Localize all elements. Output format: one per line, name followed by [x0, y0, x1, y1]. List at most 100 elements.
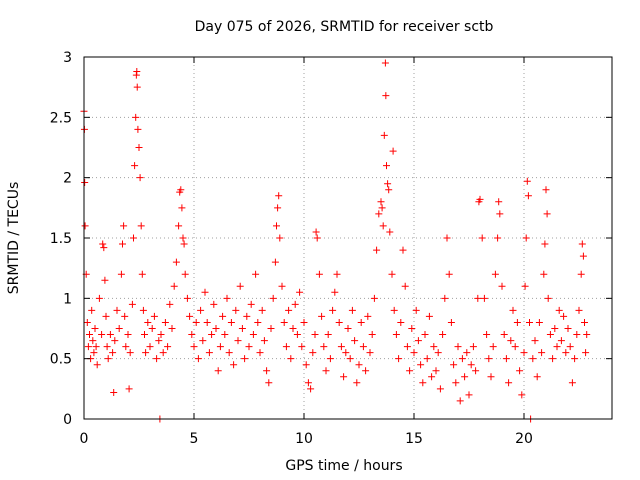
data-point: [267, 325, 275, 332]
data-point: [392, 331, 400, 339]
data-point: [121, 312, 129, 320]
data-point: [348, 306, 356, 314]
data-point: [84, 343, 92, 351]
data-point: [98, 331, 106, 339]
data-point: [81, 178, 89, 186]
data-point: [161, 318, 169, 326]
data-point: [298, 343, 306, 351]
data-point: [180, 240, 188, 248]
data-point: [403, 343, 411, 351]
data-point: [236, 282, 244, 290]
data-point: [138, 270, 146, 278]
data-point: [133, 83, 141, 91]
data-point: [463, 349, 471, 357]
data-point: [148, 325, 156, 332]
data-point: [100, 244, 108, 252]
data-point: [333, 270, 341, 278]
data-point: [164, 343, 172, 351]
data-point: [344, 325, 352, 332]
data-point: [575, 306, 583, 314]
data-point: [421, 331, 429, 339]
data-point: [549, 355, 557, 363]
data-point: [469, 343, 477, 351]
data-point: [263, 367, 271, 375]
data-point: [95, 294, 103, 302]
data-point: [313, 234, 321, 242]
chart-title: Day 075 of 2026, SRMTID for receiver sct…: [195, 19, 494, 35]
data-point: [568, 379, 576, 387]
x-tick-label: 0: [80, 431, 89, 447]
data-point: [183, 294, 191, 302]
data-point: [282, 343, 290, 351]
y-tick-label: 0.5: [50, 352, 72, 368]
data-point: [531, 337, 539, 345]
data-point: [555, 306, 563, 314]
data-point: [500, 331, 508, 339]
data-point: [577, 270, 585, 278]
data-point: [300, 318, 308, 326]
data-point: [560, 312, 568, 320]
data-point: [115, 325, 123, 332]
data-point: [476, 195, 484, 203]
data-point: [178, 204, 186, 212]
data-point: [583, 331, 591, 339]
data-point: [126, 349, 134, 357]
data-point: [293, 331, 301, 339]
data-point: [491, 270, 499, 278]
data-point: [120, 222, 128, 230]
data-point: [478, 234, 486, 242]
data-point: [518, 391, 526, 399]
data-point: [232, 306, 240, 314]
data-point: [142, 349, 150, 357]
data-point: [331, 288, 339, 296]
data-point: [192, 318, 200, 326]
data-point: [132, 113, 140, 121]
x-tick-labels: 0 5 10 15 20: [80, 431, 533, 447]
data-point: [342, 349, 350, 357]
data-point: [382, 92, 390, 100]
data-point: [203, 318, 211, 326]
data-point: [364, 312, 372, 320]
data-point: [386, 228, 394, 236]
y-tick-label: 0: [63, 412, 72, 428]
data-point: [135, 144, 143, 151]
data-point: [485, 355, 493, 363]
data-point: [434, 349, 442, 357]
data-point: [406, 367, 414, 375]
data-point: [461, 373, 469, 381]
x-tick-label: 10: [295, 431, 313, 447]
y-tick-label: 1.5: [50, 231, 72, 247]
data-point: [155, 337, 163, 345]
data-point: [425, 312, 433, 320]
data-point: [181, 270, 189, 278]
data-point: [414, 337, 422, 345]
data-point: [92, 343, 100, 351]
data-point: [505, 379, 513, 387]
data-point: [134, 125, 142, 133]
data-point: [579, 252, 587, 260]
data-point: [522, 234, 530, 242]
data-point: [302, 361, 310, 369]
data-point: [395, 355, 403, 363]
y-tick-label: 2.5: [50, 110, 72, 126]
data-point: [214, 367, 222, 375]
data-point: [111, 337, 119, 345]
data-point: [535, 318, 543, 326]
data-point: [496, 210, 504, 218]
data-point: [465, 391, 473, 399]
data-point: [480, 294, 488, 302]
x-axis-label: GPS time / hours: [285, 458, 402, 474]
y-axis-label: SRMTID / TECUs: [6, 182, 22, 295]
data-point: [216, 343, 224, 351]
data-point: [157, 331, 165, 339]
x-tick-label: 15: [405, 431, 423, 447]
data-point: [573, 331, 581, 339]
data-point: [507, 337, 515, 345]
data-point: [241, 355, 249, 363]
data-point: [179, 234, 187, 242]
data-point: [110, 388, 118, 396]
data-point: [177, 186, 185, 194]
data-point: [258, 306, 266, 314]
data-point: [419, 379, 427, 387]
